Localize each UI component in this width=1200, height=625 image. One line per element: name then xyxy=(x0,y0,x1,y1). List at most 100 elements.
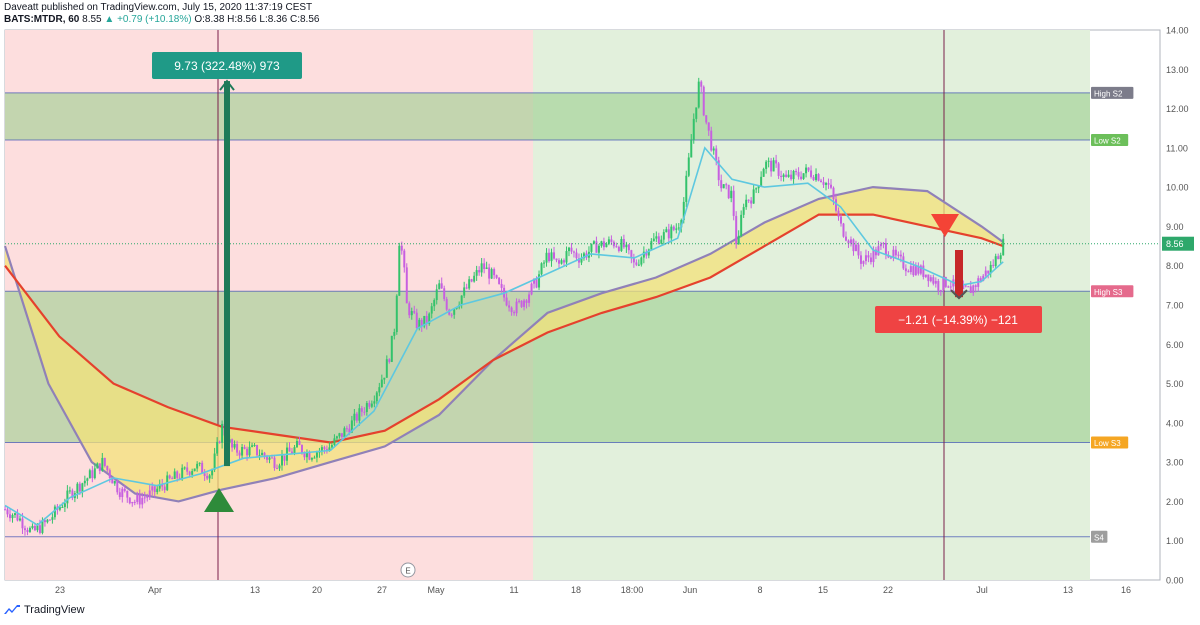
candle-body xyxy=(869,257,872,263)
candle-body xyxy=(350,420,353,433)
candle-body xyxy=(148,490,151,497)
candle-body xyxy=(430,306,433,314)
candle-body xyxy=(525,300,528,303)
candle-body xyxy=(894,249,897,256)
candle-body xyxy=(620,238,623,251)
candle-body xyxy=(862,261,865,264)
x-tick-label: 20 xyxy=(312,585,322,595)
candle-body xyxy=(126,490,129,498)
candle-body xyxy=(333,438,336,445)
candle-body xyxy=(645,251,648,256)
candle-body xyxy=(555,258,558,261)
candle-body xyxy=(787,174,790,177)
candle-body xyxy=(295,440,298,448)
candle-body xyxy=(16,513,19,521)
candle-body xyxy=(41,520,44,533)
candle-body xyxy=(852,239,855,252)
candle-body xyxy=(281,455,284,466)
candle-body xyxy=(652,238,655,242)
buy-signal-triangle xyxy=(204,488,234,512)
candle-body xyxy=(323,447,326,450)
candle-body xyxy=(543,262,546,264)
candle-body xyxy=(490,269,493,279)
candle-body xyxy=(231,439,234,448)
symbol-label[interactable]: BATS:MTDR, 60 xyxy=(4,14,80,25)
candle-body xyxy=(677,227,680,229)
long-measure-label: 9.73 (322.48%) 973 xyxy=(174,59,280,73)
candle-body xyxy=(692,118,695,140)
candle-body xyxy=(939,290,942,292)
candle-body xyxy=(183,467,186,469)
candle-body xyxy=(508,305,511,308)
candle-body xyxy=(308,452,311,460)
candle-body xyxy=(932,277,935,284)
candle-body xyxy=(420,319,423,327)
candle-body xyxy=(597,245,600,253)
candle-body xyxy=(605,243,608,248)
candle-body xyxy=(253,445,256,447)
candle-body xyxy=(989,264,992,274)
candle-body xyxy=(408,303,411,316)
candle-body xyxy=(548,252,551,262)
candle-body xyxy=(675,228,678,230)
candle-body xyxy=(550,252,553,262)
candle-body xyxy=(757,185,760,189)
candle-body xyxy=(632,258,635,263)
tradingview-brand: TradingView xyxy=(24,604,85,616)
candle-body xyxy=(765,161,768,169)
candle-body xyxy=(949,286,952,288)
candle-body xyxy=(513,312,516,314)
candle-body xyxy=(53,506,56,518)
candle-body xyxy=(919,265,922,274)
candle-body xyxy=(383,377,386,380)
candle-body xyxy=(849,239,852,244)
candle-body xyxy=(78,483,81,492)
candle-body xyxy=(493,269,496,276)
candle-body xyxy=(897,254,900,256)
candle-body xyxy=(785,174,788,177)
level-tag xyxy=(1091,134,1129,146)
candle-body xyxy=(967,286,970,288)
candle-body xyxy=(558,260,561,264)
candle-body xyxy=(8,514,11,519)
candle-body xyxy=(398,245,401,296)
candle-body xyxy=(81,483,84,492)
x-tick-label: 27 xyxy=(377,585,387,595)
candle-body xyxy=(93,468,96,479)
candle-body xyxy=(38,525,41,533)
candle-body xyxy=(241,447,244,456)
candle-body xyxy=(338,433,341,437)
candle-body xyxy=(567,247,570,252)
candle-body xyxy=(171,478,174,480)
x-tick-label: 22 xyxy=(883,585,893,595)
candle-body xyxy=(984,270,987,276)
candle-body xyxy=(373,401,376,404)
candle-body xyxy=(617,246,620,251)
candle-body xyxy=(111,477,114,484)
candle-body xyxy=(276,468,279,470)
candle-body xyxy=(837,210,840,217)
candle-body xyxy=(577,258,580,263)
earnings-icon xyxy=(400,562,416,578)
candle-body xyxy=(635,262,638,265)
y-tick-label: 7.00 xyxy=(1166,301,1184,311)
candle-body xyxy=(218,441,221,443)
tradingview-logo[interactable]: TradingView xyxy=(4,604,85,616)
y-tick-label: 4.00 xyxy=(1166,418,1184,428)
candle-body xyxy=(23,528,26,531)
candle-body xyxy=(463,287,466,296)
candle-body xyxy=(101,457,104,471)
y-tick-label: 9.00 xyxy=(1166,222,1184,232)
x-axis: 23 Apr 13 20 27 May 11 18 18:00 Jun 8 15 22 Jul 13 16 xyxy=(55,585,1131,595)
candle-body xyxy=(345,428,348,430)
candle-body xyxy=(760,176,763,186)
candle-body xyxy=(575,252,578,259)
candle-body xyxy=(468,279,471,289)
candle-body xyxy=(58,507,61,510)
candle-body xyxy=(440,283,443,289)
candle-body xyxy=(266,456,269,460)
level-tag xyxy=(1091,530,1108,543)
candle-body xyxy=(695,107,698,119)
candle-body xyxy=(360,408,363,412)
